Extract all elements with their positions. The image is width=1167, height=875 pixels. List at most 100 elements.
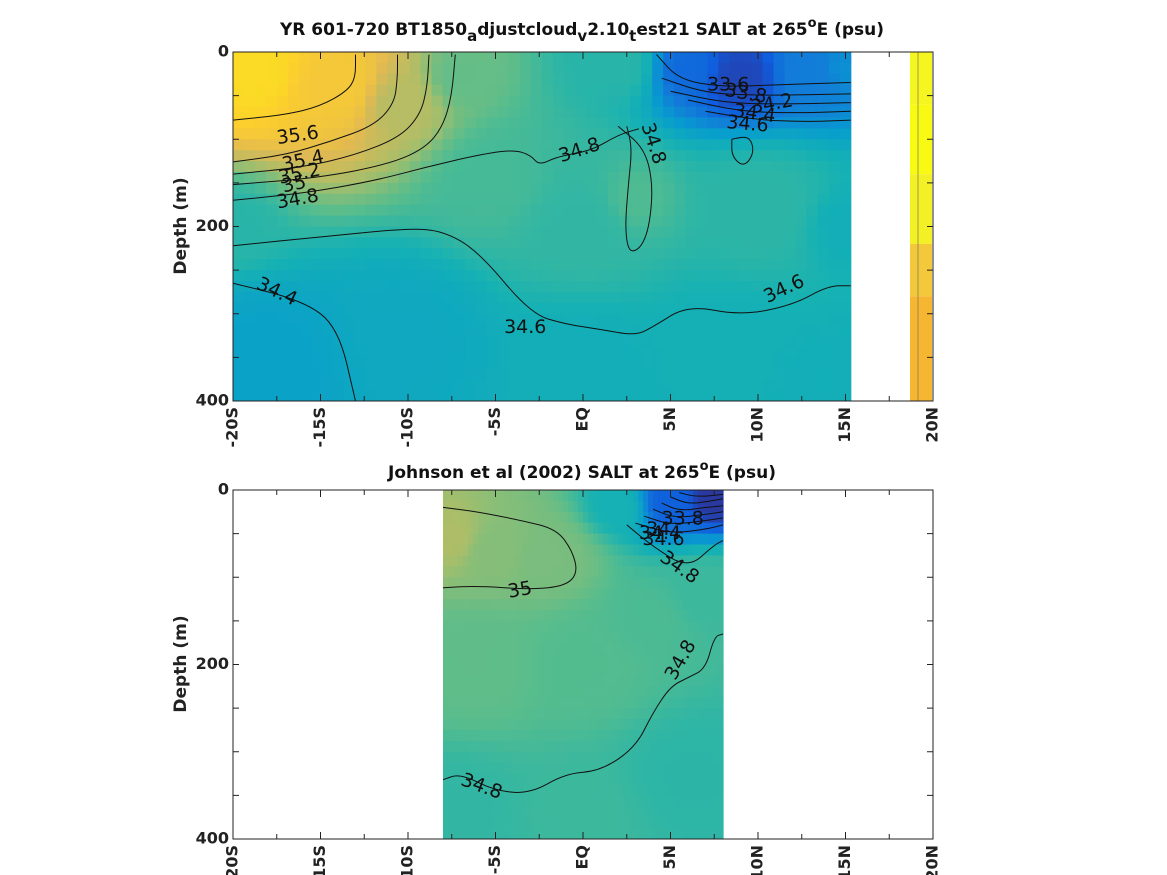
field-cell bbox=[839, 204, 852, 217]
field-cell bbox=[673, 762, 679, 775]
field-cell bbox=[573, 533, 579, 546]
field-cell bbox=[533, 566, 539, 578]
field-cell bbox=[299, 313, 311, 326]
field-cell bbox=[648, 762, 654, 775]
field-cell bbox=[523, 544, 529, 557]
field-cell bbox=[233, 281, 245, 293]
field-cell bbox=[387, 357, 400, 369]
field-cell bbox=[453, 150, 466, 162]
field-cell bbox=[573, 642, 579, 655]
field-cell bbox=[365, 62, 378, 75]
field-cell bbox=[519, 248, 532, 260]
field-cell bbox=[603, 599, 609, 611]
field-cell bbox=[633, 817, 639, 829]
field-cell bbox=[503, 828, 509, 839]
field-cell bbox=[795, 215, 808, 228]
field-cell bbox=[483, 686, 489, 698]
field-cell bbox=[573, 708, 579, 720]
field-cell bbox=[683, 490, 689, 502]
field-cell bbox=[553, 653, 559, 666]
field-cell bbox=[663, 204, 675, 217]
field-cell bbox=[663, 828, 669, 839]
field-cell bbox=[332, 84, 344, 97]
field-cell bbox=[458, 697, 464, 709]
field-cell bbox=[729, 161, 742, 173]
field-cell bbox=[553, 686, 559, 698]
colorbar-segment bbox=[910, 104, 932, 175]
colorbar-strip bbox=[910, 52, 932, 401]
field-cell bbox=[277, 52, 289, 64]
field-cell bbox=[673, 631, 679, 644]
field-cell bbox=[696, 193, 708, 206]
field-cell bbox=[578, 555, 584, 567]
field-cell bbox=[678, 566, 684, 578]
field-cell bbox=[685, 204, 697, 217]
field-cell bbox=[685, 324, 697, 337]
field-cell bbox=[443, 577, 449, 589]
field-cell bbox=[688, 533, 694, 546]
field-cell bbox=[233, 335, 245, 348]
field-cell bbox=[458, 762, 464, 775]
field-cell bbox=[443, 675, 449, 687]
field-cell bbox=[468, 609, 474, 622]
field-cell bbox=[608, 259, 620, 271]
field-cell bbox=[463, 609, 469, 622]
field-cell bbox=[431, 302, 444, 315]
field-cell bbox=[354, 150, 366, 162]
field-cell bbox=[693, 729, 699, 742]
field-cell bbox=[668, 609, 674, 622]
field-cell bbox=[387, 193, 400, 206]
field-cell bbox=[473, 773, 479, 786]
field-cell bbox=[806, 313, 819, 326]
field-cell bbox=[619, 390, 631, 401]
field-cell bbox=[817, 84, 830, 97]
field-cell bbox=[729, 84, 742, 97]
field-cell bbox=[463, 817, 469, 829]
field-cell bbox=[839, 302, 852, 315]
field-cell bbox=[464, 171, 477, 184]
field-cell bbox=[773, 161, 786, 173]
field-cell bbox=[603, 642, 609, 655]
field-cell bbox=[420, 390, 433, 401]
field-cell bbox=[443, 588, 449, 600]
field-cell bbox=[795, 237, 808, 249]
field-cell bbox=[493, 817, 499, 829]
field-cell bbox=[718, 522, 724, 535]
field-cell bbox=[310, 215, 322, 228]
field-cell bbox=[678, 588, 684, 600]
field-cell bbox=[773, 62, 786, 75]
field-cell bbox=[563, 500, 569, 513]
field-cell bbox=[473, 653, 479, 666]
field-cell bbox=[648, 773, 654, 786]
field-cell bbox=[299, 270, 311, 282]
field-cell bbox=[376, 139, 389, 151]
field-cell bbox=[593, 631, 599, 644]
contour-lines-1 bbox=[233, 54, 851, 401]
field-cell bbox=[563, 773, 569, 786]
field-cell bbox=[597, 52, 609, 64]
field-cell bbox=[613, 490, 619, 502]
field-cell bbox=[387, 171, 400, 184]
field-cell bbox=[619, 182, 631, 195]
field-cell bbox=[538, 740, 544, 753]
field-cell bbox=[674, 161, 686, 173]
field-cell bbox=[543, 642, 549, 655]
field-cell bbox=[266, 248, 278, 260]
field-cell bbox=[365, 150, 378, 162]
field-cell bbox=[817, 62, 830, 75]
field-cell bbox=[486, 182, 499, 195]
field-cell bbox=[688, 697, 694, 709]
field-cell bbox=[453, 795, 459, 807]
field-cell bbox=[513, 664, 519, 677]
field-cell bbox=[299, 193, 311, 206]
field-cell bbox=[663, 84, 675, 97]
field-cell bbox=[277, 150, 289, 162]
field-cell bbox=[685, 237, 697, 249]
field-cell bbox=[431, 117, 444, 129]
field-cell bbox=[563, 806, 569, 818]
field-cell bbox=[658, 795, 664, 807]
field-cell bbox=[648, 740, 654, 753]
field-cell bbox=[483, 555, 489, 567]
field-cell bbox=[729, 193, 742, 206]
field-cell bbox=[608, 117, 620, 129]
